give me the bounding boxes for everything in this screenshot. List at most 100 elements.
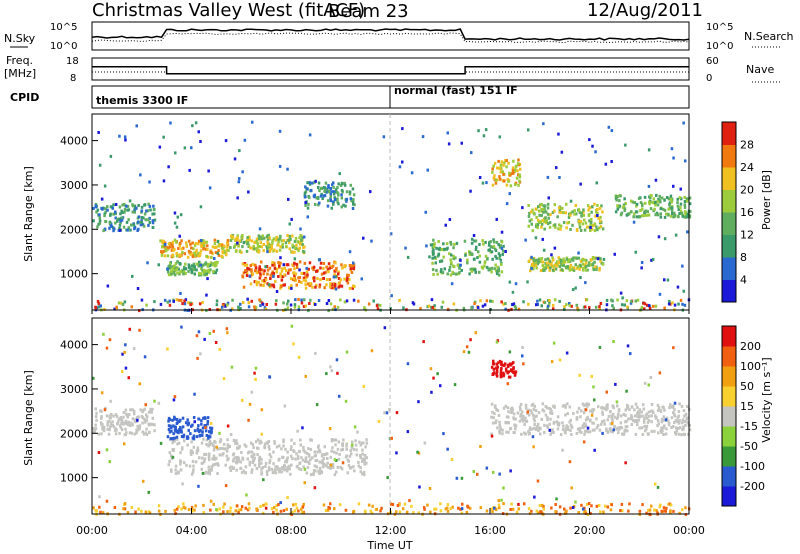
heatmap-cell — [314, 285, 317, 289]
heatmap-cell — [234, 441, 237, 445]
heatmap-cell — [542, 409, 546, 413]
heatmap-cell — [92, 219, 95, 223]
heatmap-cell — [315, 458, 319, 462]
heatmap-cell — [308, 181, 311, 185]
heatmap-cell — [247, 502, 251, 506]
heatmap-cell — [226, 303, 229, 307]
heatmap-cell — [133, 227, 136, 231]
heatmap-cell — [494, 178, 498, 182]
heatmap-cell — [246, 508, 250, 512]
heatmap-cell — [452, 257, 455, 261]
heatmap-cell — [542, 122, 545, 126]
heatmap-cell — [148, 221, 152, 224]
heatmap-cell — [563, 403, 566, 407]
heatmap-cell — [361, 460, 364, 463]
heatmap-cell — [502, 502, 505, 506]
velocity-colorbar-swatch — [722, 386, 736, 407]
heatmap-cell — [333, 438, 337, 442]
heatmap-cell — [171, 265, 174, 269]
heatmap-cell — [607, 414, 611, 418]
heatmap-cell — [303, 450, 307, 454]
heatmap-cell — [343, 183, 347, 187]
heatmap-cell — [300, 272, 304, 275]
heatmap-cell — [248, 450, 251, 454]
heatmap-cell — [173, 395, 177, 399]
heatmap-cell — [628, 502, 631, 506]
heatmap-cell — [593, 229, 597, 233]
heatmap-cell — [324, 181, 328, 185]
heatmap-cell — [293, 267, 296, 271]
heatmap-cell — [120, 419, 124, 423]
heatmap-cell — [97, 302, 101, 306]
heatmap-cell — [488, 267, 491, 271]
heatmap-cell — [159, 302, 163, 306]
heatmap-cell — [660, 426, 663, 430]
heatmap-cell — [495, 217, 498, 221]
heatmap-cell — [449, 240, 452, 244]
heatmap-cell — [118, 223, 122, 227]
heatmap-cell — [242, 285, 246, 289]
heatmap-cell — [498, 430, 501, 433]
heatmap-cell — [329, 466, 332, 470]
heatmap-cell — [659, 429, 663, 433]
heatmap-cell — [185, 244, 188, 248]
heatmap-cell — [97, 451, 101, 454]
heatmap-cell — [124, 433, 127, 436]
heatmap-cell — [660, 196, 664, 200]
heatmap-cell — [293, 442, 296, 446]
heatmap-cell — [226, 301, 230, 305]
heatmap-cell — [199, 352, 202, 356]
heatmap-cell — [116, 219, 119, 223]
heatmap-cell — [123, 507, 127, 511]
heatmap-cell — [619, 421, 623, 425]
heatmap-cell — [494, 247, 497, 251]
heatmap-cell — [266, 268, 270, 272]
heatmap-cell — [682, 409, 686, 413]
heatmap-cell — [596, 228, 599, 232]
heatmap-cell — [549, 417, 552, 421]
heatmap-cell — [537, 429, 540, 432]
heatmap-cell — [106, 205, 109, 209]
heatmap-cell — [570, 486, 573, 490]
heatmap-cell — [268, 250, 271, 254]
time-axis: 00:00 04:00 08:00 12:00 16:00 20:00 00:00 — [76, 308, 705, 537]
heatmap-cell — [299, 438, 302, 442]
heatmap-cell — [502, 163, 505, 167]
heatmap-cell — [652, 197, 656, 201]
heatmap-cell — [511, 369, 514, 373]
heatmap-cell — [424, 210, 427, 214]
heatmap-cell — [647, 414, 651, 418]
heatmap-cell — [266, 282, 269, 286]
heatmap-cell — [622, 413, 626, 416]
heatmap-cell — [342, 203, 345, 207]
heatmap-cell — [552, 224, 555, 228]
heatmap-cell — [584, 221, 588, 225]
heatmap-cell — [470, 269, 474, 273]
heatmap-cell — [645, 424, 649, 428]
heatmap-cell — [523, 423, 526, 426]
heatmap-cell — [96, 208, 100, 212]
heatmap-cell — [665, 212, 668, 216]
heatmap-cell — [202, 268, 206, 272]
heatmap-cell — [318, 450, 322, 454]
heatmap-cell — [656, 424, 659, 428]
heatmap-cell — [624, 413, 627, 417]
heatmap-cell — [230, 465, 233, 469]
heatmap-cell — [495, 256, 498, 260]
heatmap-cell — [501, 432, 504, 436]
heatmap-cell — [571, 223, 574, 227]
heatmap-cell — [521, 206, 524, 210]
heatmap-cell — [331, 465, 335, 469]
heatmap-cell — [269, 277, 272, 280]
heatmap-cell — [495, 408, 498, 411]
heatmap-cell — [202, 416, 205, 420]
heatmap-cell — [346, 281, 350, 285]
heatmap-cell — [582, 440, 586, 444]
heatmap-cell — [100, 197, 104, 201]
heatmap-cell — [676, 204, 680, 208]
heatmap-cell — [323, 286, 326, 290]
heatmap-cell — [222, 244, 226, 248]
heatmap-cell — [294, 457, 297, 461]
freq-trace — [92, 66, 689, 75]
heatmap-cell — [189, 267, 192, 271]
